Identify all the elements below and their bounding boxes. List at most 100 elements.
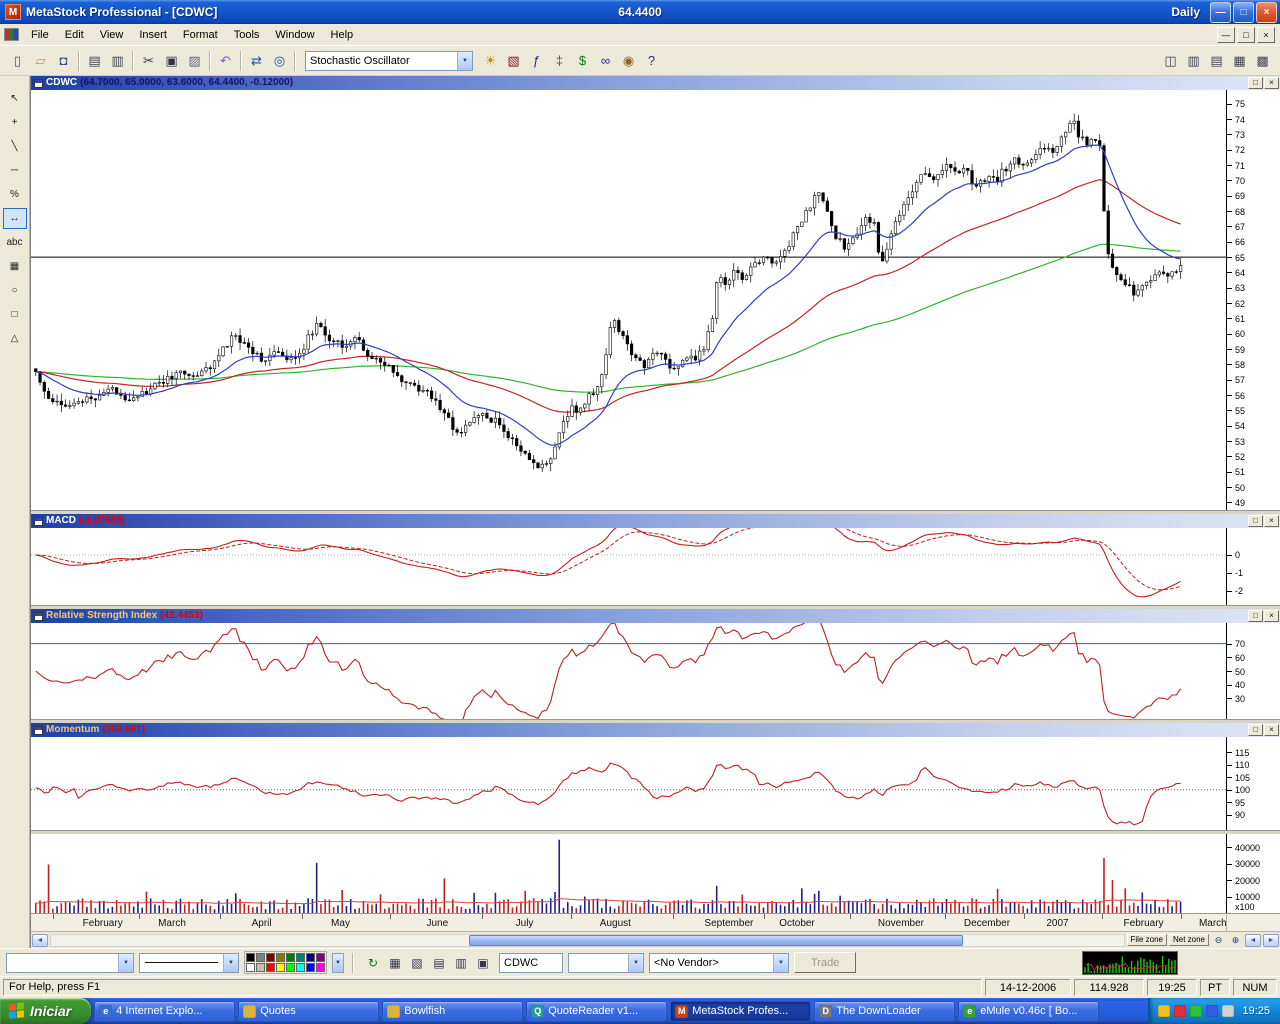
scroll-left-button[interactable]: ◄ xyxy=(32,933,48,947)
menu-view[interactable]: View xyxy=(99,28,124,41)
indicator-builder-icon[interactable]: ƒ xyxy=(532,53,541,68)
tray-icon[interactable] xyxy=(1174,1005,1187,1017)
macd-chart-area[interactable]: 0 -1 -2 xyxy=(31,528,1280,606)
pane-restore-button[interactable]: □ xyxy=(1248,610,1263,622)
zoom-icon[interactable]: ◎ xyxy=(273,52,286,68)
menu-tools[interactable]: Tools xyxy=(233,28,260,41)
macd-plot[interactable] xyxy=(31,528,1226,605)
scrollbar-track[interactable] xyxy=(50,933,1125,947)
pointer-tool[interactable]: ↖ xyxy=(2,88,27,109)
color-swatch[interactable] xyxy=(306,953,315,962)
scroll-arrows-icon[interactable]: ⇄ xyxy=(251,52,262,68)
expert-commentary-icon[interactable]: ◉ xyxy=(622,52,635,68)
minimize-button[interactable]: — xyxy=(1210,1,1231,23)
rsi-chart-area[interactable]: 70 60 50 40 30 xyxy=(31,623,1280,720)
task-button[interactable]: e eMule v0.46c [ Bo... xyxy=(958,1000,1100,1022)
menu-file[interactable]: File xyxy=(31,28,49,41)
tray-icon[interactable] xyxy=(1158,1005,1171,1017)
chevron-down-icon[interactable]: ▼ xyxy=(223,953,238,972)
print-preview-icon[interactable]: ▥ xyxy=(111,52,124,68)
color-swatch[interactable] xyxy=(266,963,275,972)
new-chart-icon[interactable]: ▯ xyxy=(13,52,22,68)
color-swatch[interactable] xyxy=(256,963,265,972)
task-button[interactable]: D The DownLoader xyxy=(814,1000,956,1022)
print-icon[interactable]: ▤ xyxy=(88,52,101,68)
save-icon[interactable]: ◘ xyxy=(59,53,68,68)
copy-icon[interactable]: ▣ xyxy=(165,52,178,68)
macd-pane-header[interactable]: MACD (-1.07688) □ × xyxy=(31,514,1280,528)
color-palette-dropdown[interactable]: ▼ xyxy=(332,952,344,973)
menu-window[interactable]: Window xyxy=(275,28,315,41)
color-swatch[interactable] xyxy=(286,963,295,972)
rectangle-tool[interactable]: □ xyxy=(2,304,27,325)
close-button[interactable]: × xyxy=(1256,1,1277,23)
color-swatch[interactable] xyxy=(246,953,255,962)
trendline-tool[interactable]: ╲ xyxy=(2,136,27,157)
open-icon[interactable]: ▱ xyxy=(35,52,46,68)
color-swatch[interactable] xyxy=(316,963,325,972)
color-swatch[interactable] xyxy=(266,953,275,962)
binoculars-search-icon[interactable]: ∞ xyxy=(600,53,611,68)
tile-horizontal-icon[interactable]: ▤ xyxy=(1210,52,1223,68)
zone-chip[interactable]: File zone xyxy=(1126,934,1167,946)
menu-edit[interactable]: Edit xyxy=(64,28,84,41)
pane-restore-button[interactable]: □ xyxy=(1248,724,1263,736)
scroll-chart-tool[interactable]: ↔ xyxy=(2,208,27,229)
menu-help[interactable]: Help xyxy=(330,28,354,41)
color-swatch[interactable] xyxy=(316,953,325,962)
child-close-button[interactable]: × xyxy=(1257,26,1275,43)
explorer-icon[interactable]: ▧ xyxy=(507,52,520,68)
pane-close-button[interactable]: × xyxy=(1264,610,1279,622)
price-chart-area[interactable]: 75 74 73 72 71 70 69 68 67 66 65 64 63 62 61 60 59 58 57 56… xyxy=(31,90,1280,511)
chevron-down-icon[interactable]: ▼ xyxy=(773,953,788,972)
expert-advisor-icon[interactable]: ☀ xyxy=(484,52,497,68)
rsi-plot[interactable] xyxy=(31,623,1226,719)
text-tool[interactable]: abc xyxy=(2,232,27,253)
start-button[interactable]: Iniciar xyxy=(0,998,92,1024)
trade-button[interactable]: Trade xyxy=(794,952,857,973)
chevron-down-icon[interactable]: ▼ xyxy=(118,953,133,972)
child-minimize-button[interactable]: — xyxy=(1217,26,1235,43)
options-dollar-icon[interactable]: $ xyxy=(578,53,587,68)
price-pane-header[interactable]: CDWC (64.7000, 65.0000, 63.6000, 64.4400… xyxy=(31,76,1280,90)
chevron-down-icon[interactable]: ▼ xyxy=(628,953,643,972)
zoom-in-icon[interactable]: ⊕ xyxy=(1231,934,1240,945)
task-button[interactable]: M MetaStock Profes... xyxy=(670,1000,812,1022)
layout-icon[interactable]: ▤ xyxy=(433,955,445,970)
volume-plot[interactable] xyxy=(31,834,1226,913)
vendor-selector[interactable]: <No Vendor> ▼ xyxy=(649,952,789,973)
child-restore-button[interactable]: □ xyxy=(1237,26,1255,43)
cut-icon[interactable]: ✂ xyxy=(143,52,154,68)
momentum-chart-area[interactable]: 115 110 105 100 95 90 xyxy=(31,737,1280,831)
page-right-button[interactable]: ► xyxy=(1263,933,1279,947)
menu-format[interactable]: Format xyxy=(182,28,218,41)
task-button[interactable]: Quotes xyxy=(238,1000,380,1022)
menu-insert[interactable]: Insert xyxy=(139,28,167,41)
pane-close-button[interactable]: × xyxy=(1264,724,1279,736)
color-swatch[interactable] xyxy=(276,963,285,972)
cascade-icon[interactable]: ▩ xyxy=(1256,52,1269,68)
momentum-plot[interactable] xyxy=(31,737,1226,830)
system-tester-icon[interactable]: ‡ xyxy=(555,53,564,68)
task-button[interactable]: Q QuoteReader v1... xyxy=(526,1000,668,1022)
downloader-icon[interactable]: ↻ xyxy=(367,955,379,970)
triangle-tool[interactable]: △ xyxy=(2,328,27,349)
indicator-quicklist[interactable]: Stochastic Oscillator ▼ xyxy=(305,50,473,71)
zone-chip[interactable]: Net zone xyxy=(1168,934,1209,946)
restore-button[interactable]: □ xyxy=(1233,1,1254,23)
color-swatch[interactable] xyxy=(296,953,305,962)
percent-retracement-tool[interactable]: % xyxy=(2,184,27,205)
color-swatch[interactable] xyxy=(286,953,295,962)
rsi-pane-header[interactable]: Relative Strength Index (42.4453) □ × xyxy=(31,609,1280,623)
color-swatch[interactable] xyxy=(276,953,285,962)
horizontal-line-tool[interactable]: ─ xyxy=(2,160,27,181)
symbol-field[interactable]: CDWC xyxy=(499,952,563,973)
tray-icon[interactable] xyxy=(1206,1005,1219,1017)
tile-grid-icon[interactable]: ▦ xyxy=(1233,52,1246,68)
line-style-selector[interactable]: ▼ xyxy=(6,952,134,973)
grid-tool[interactable]: ▦ xyxy=(2,256,27,277)
tray-icon[interactable] xyxy=(1222,1005,1235,1017)
pane-close-button[interactable]: × xyxy=(1264,77,1279,89)
chevron-down-icon[interactable]: ▼ xyxy=(457,51,472,70)
